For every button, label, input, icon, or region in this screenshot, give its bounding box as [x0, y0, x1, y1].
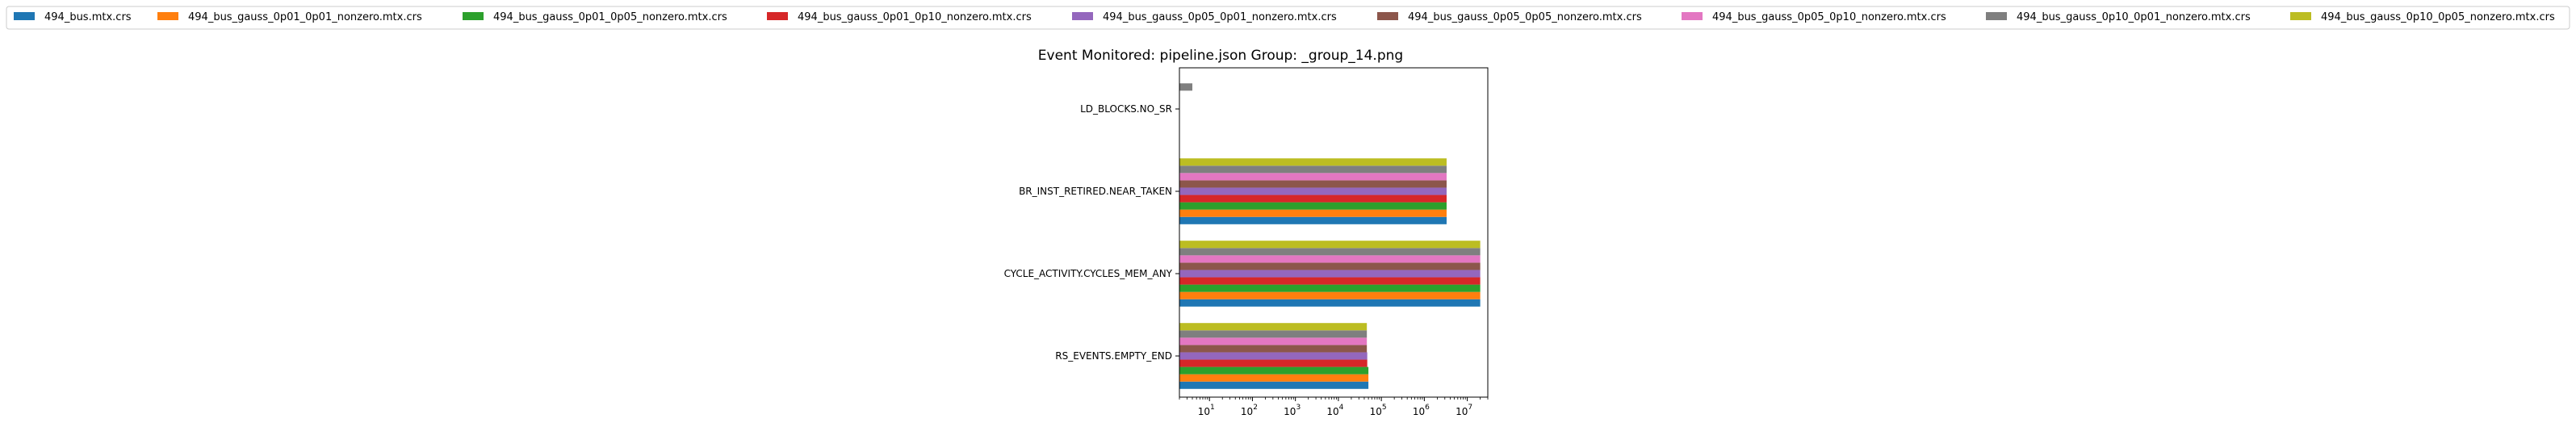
legend-label: 494_bus_gauss_0p05_0p10_nonzero.mtx.crs [1712, 11, 1946, 23]
legend-label: 494_bus_gauss_0p01_0p01_nonzero.mtx.crs [188, 11, 422, 23]
legend-swatch [1986, 12, 2007, 20]
y-tick-label: CYCLE_ACTIVITY.CYCLES_MEM_ANY [1004, 268, 1173, 279]
bar [1179, 284, 1481, 292]
bar [1179, 262, 1481, 270]
x-tick-label: 105 [1370, 404, 1387, 417]
bar [1179, 202, 1447, 210]
legend: 494_bus.mtx.crs 494_bus_gauss_0p01_0p01_n… [6, 6, 2570, 30]
legend-label: 494_bus_gauss_0p10_0p05_nonzero.mtx.crs [2321, 11, 2555, 23]
legend-swatch [2290, 12, 2311, 20]
legend-label: 494_bus_gauss_0p10_0p01_nonzero.mtx.crs [2017, 11, 2251, 23]
bar [1179, 270, 1481, 278]
bar [1179, 345, 1368, 353]
bar [1179, 291, 1481, 299]
plot-area: LD_BLOCKS.NO_SR BR_INST_RETIRED.NEAR_TAKE… [1004, 67, 1489, 417]
y-tick-label: BR_INST_RETIRED.NEAR_TAKEN [1019, 186, 1172, 197]
legend-label: 494_bus_gauss_0p01_0p10_nonzero.mtx.crs [798, 11, 1032, 23]
axes-frame [1179, 67, 1489, 398]
legend-frame [6, 6, 2570, 30]
legend-label: 494_bus.mtx.crs [44, 11, 132, 23]
bar [1179, 195, 1447, 203]
legend-swatch [463, 12, 484, 20]
x-tick-label: 106 [1413, 404, 1430, 417]
legend-swatch [1377, 12, 1398, 20]
bar [1179, 330, 1368, 338]
legend-swatch [1682, 12, 1703, 20]
bar [1179, 374, 1369, 382]
bar [1179, 323, 1368, 331]
x-tick-label: 107 [1456, 404, 1472, 417]
bar [1179, 248, 1481, 256]
bar [1179, 277, 1481, 285]
bar [1179, 165, 1447, 174]
legend-label: 494_bus_gauss_0p01_0p05_nonzero.mtx.crs [493, 11, 727, 23]
legend-swatch [14, 12, 35, 20]
legend-label: 494_bus_gauss_0p05_0p05_nonzero.mtx.crs [1408, 11, 1642, 23]
bar [1179, 381, 1369, 389]
bar [1179, 359, 1368, 367]
bar [1179, 158, 1447, 166]
bar [1179, 255, 1481, 263]
bar [1179, 83, 1193, 91]
chart-title: Event Monitored: pipeline.json Group: _g… [1038, 48, 1403, 64]
bar [1179, 241, 1481, 249]
legend-swatch [157, 12, 178, 20]
x-tick-label: 103 [1284, 404, 1301, 417]
y-tick-label: RS_EVENTS.EMPTY_END [1055, 350, 1172, 362]
bar [1179, 173, 1447, 181]
bar [1179, 337, 1368, 345]
bar [1179, 209, 1447, 217]
bar [1179, 187, 1447, 195]
x-tick-label: 101 [1198, 404, 1215, 417]
bar [1179, 299, 1481, 307]
legend-label: 494_bus_gauss_0p05_0p01_nonzero.mtx.crs [1103, 11, 1337, 23]
x-tick-label: 104 [1326, 404, 1343, 417]
y-tick-label: LD_BLOCKS.NO_SR [1080, 103, 1172, 115]
bar [1179, 180, 1447, 188]
x-tick-label: 102 [1241, 404, 1258, 417]
bar [1179, 216, 1447, 224]
legend-swatch [767, 12, 788, 20]
legend-swatch [1072, 12, 1093, 20]
bar [1179, 366, 1369, 375]
bar [1179, 352, 1368, 360]
